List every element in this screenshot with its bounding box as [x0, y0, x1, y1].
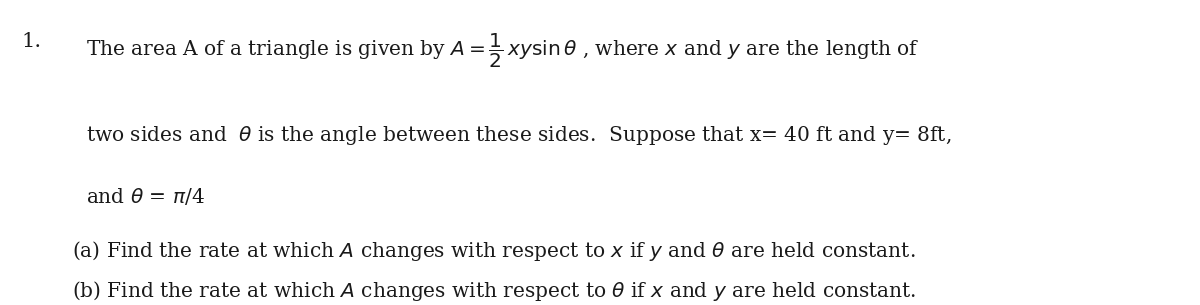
Text: The area A of a triangle is given by $A = \dfrac{1}{2}\,xy\sin\theta$ , where $x: The area A of a triangle is given by $A … — [86, 32, 920, 70]
Text: two sides and  $\theta$ is the angle between these sides.  Suppose that x= 40 ft: two sides and $\theta$ is the angle betw… — [86, 124, 952, 146]
Text: 1.: 1. — [22, 32, 42, 51]
Text: and $\theta$ = $\pi$/4: and $\theta$ = $\pi$/4 — [86, 186, 205, 207]
Text: (a) Find the rate at which $A$ changes with respect to $x$ if $y$ and $\theta$ a: (a) Find the rate at which $A$ changes w… — [72, 239, 916, 264]
Text: (b) Find the rate at which $A$ changes with respect to $\theta$ if $x$ and $y$ a: (b) Find the rate at which $A$ changes w… — [72, 279, 917, 303]
